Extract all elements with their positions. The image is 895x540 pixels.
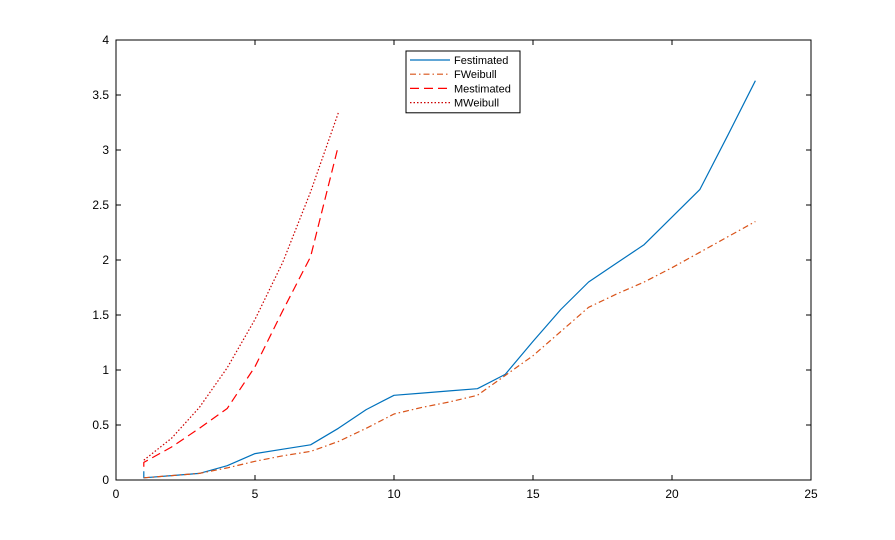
series-line-festimated xyxy=(143,80,756,479)
y-tick-label: 2.5 xyxy=(92,198,109,212)
legend-label-festimated: Festimated xyxy=(454,55,508,67)
x-tick-label: 15 xyxy=(526,487,540,501)
x-tick-label: 0 xyxy=(113,487,120,501)
y-tick-label: 3.5 xyxy=(92,88,109,102)
series-layer xyxy=(143,80,756,479)
x-tick-label: 5 xyxy=(252,487,259,501)
y-tick-label: 0.5 xyxy=(92,418,109,432)
legend-label-mweibull: MWeibull xyxy=(454,98,499,110)
axis-ticks: 0 5 10 15 20 25 0 0.5 1 1.5 2 2.5 3 3.5 4 xyxy=(92,33,818,501)
x-tick-label: 25 xyxy=(804,487,818,501)
y-tick-label: 0 xyxy=(102,473,109,487)
y-tick-label: 3 xyxy=(102,143,109,157)
y-tick-label: 1 xyxy=(102,363,109,377)
y-tick-label: 4 xyxy=(102,33,109,47)
legend-label-fweibull: FWeibull xyxy=(454,69,497,81)
x-tick-label: 20 xyxy=(665,487,679,501)
series-line-mestimated xyxy=(143,145,339,467)
series-line-mweibull xyxy=(143,112,339,461)
y-tick-label: 1.5 xyxy=(92,308,109,322)
plot-area xyxy=(115,39,812,481)
y-tick-label: 2 xyxy=(102,253,109,267)
legend-label-mestimated: Mestimated xyxy=(454,83,511,95)
x-tick-label: 10 xyxy=(387,487,401,501)
legend: Festimated FWeibull Mestimated MWeibull xyxy=(405,50,521,114)
